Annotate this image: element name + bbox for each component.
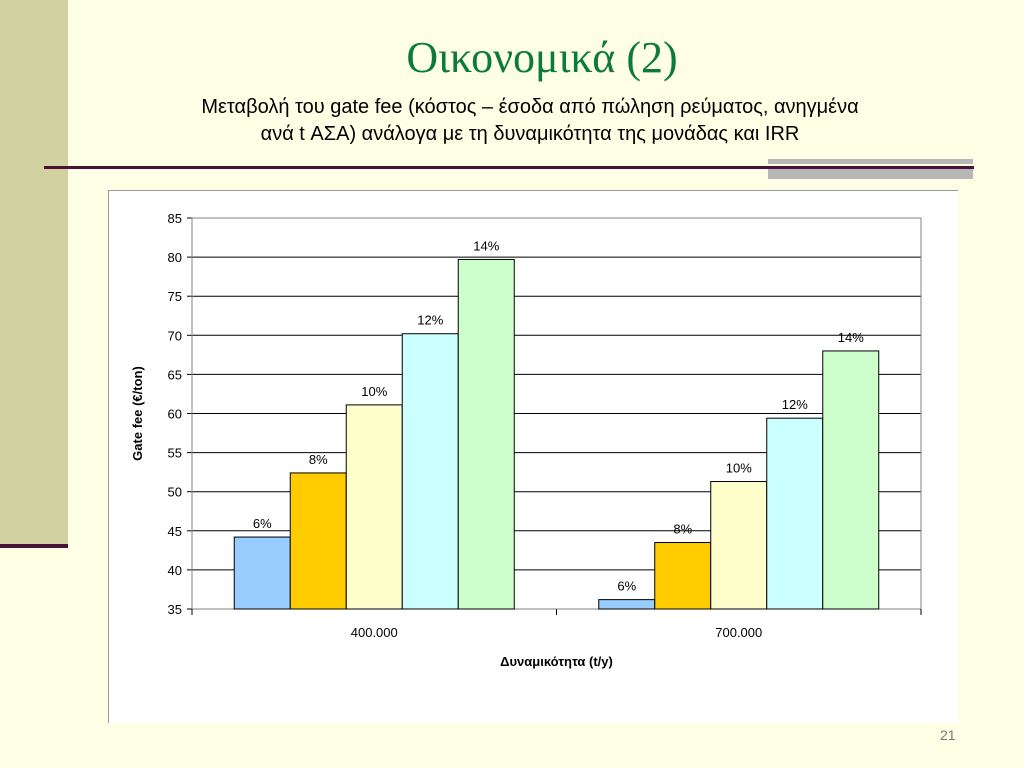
bar	[457, 258, 515, 610]
header-divider	[44, 166, 974, 169]
y-tick-label: 40	[168, 563, 182, 578]
bar	[822, 350, 880, 610]
left-decor-line	[0, 544, 68, 548]
bar	[233, 536, 291, 610]
data-label: 6%	[253, 516, 272, 531]
bar	[289, 472, 347, 610]
slide-title: Οικονομικά (2)	[406, 33, 678, 82]
bar	[598, 599, 656, 610]
bar	[401, 333, 459, 610]
slide-subtitle: Μεταβολή του gate fee (κόστος – έσοδα απ…	[80, 94, 980, 148]
data-label: 12%	[782, 397, 808, 412]
bar	[766, 417, 824, 610]
y-tick-label: 55	[168, 446, 182, 461]
subtitle-line-2: ανά t ΑΣΑ) ανάλογα με τη δυναμικότητα τη…	[260, 123, 800, 145]
bar	[710, 481, 768, 610]
bar	[654, 542, 712, 610]
data-label: 10%	[361, 384, 387, 399]
y-tick-label: 70	[168, 328, 182, 343]
header-decor-bar-bottom	[768, 167, 973, 179]
x-tick-label: 700.000	[715, 625, 762, 640]
y-tick-label: 35	[168, 602, 182, 617]
x-tick-label: 400.000	[351, 625, 398, 640]
y-tick-label: 45	[168, 524, 182, 539]
y-tick-label: 75	[168, 289, 182, 304]
page-number: 21	[940, 727, 956, 743]
bar-chart: 35 40 45 50 55 60 65 70 75 80 85 6% 8% 10% 12% 14% 400.0…	[130, 211, 922, 669]
y-tick-label: 50	[168, 485, 182, 500]
header-decor-bar-top	[768, 159, 973, 164]
data-label: 12%	[417, 313, 443, 328]
left-decor-bar	[0, 0, 68, 546]
data-label: 14%	[473, 238, 499, 253]
data-label: 6%	[617, 579, 636, 594]
subtitle-line-1: Μεταβολή του gate fee (κόστος – έσοδα απ…	[201, 96, 859, 118]
y-tick-label: 85	[168, 211, 182, 226]
data-label: 8%	[673, 522, 692, 537]
x-axis-title: Δυναμικότητα (t/y)	[500, 654, 613, 669]
y-tick-label: 80	[168, 250, 182, 265]
y-tick-label: 60	[168, 407, 182, 422]
bar	[345, 404, 403, 610]
y-axis-title: Gate fee (€/ton)	[130, 366, 145, 461]
y-tick-label: 65	[168, 367, 182, 382]
data-label: 8%	[309, 452, 328, 467]
data-label: 14%	[838, 330, 864, 345]
chart-container: 35 40 45 50 55 60 65 70 75 80 85 6% 8% 10% 12% 14% 400.0…	[108, 190, 958, 723]
data-label: 10%	[726, 461, 752, 476]
